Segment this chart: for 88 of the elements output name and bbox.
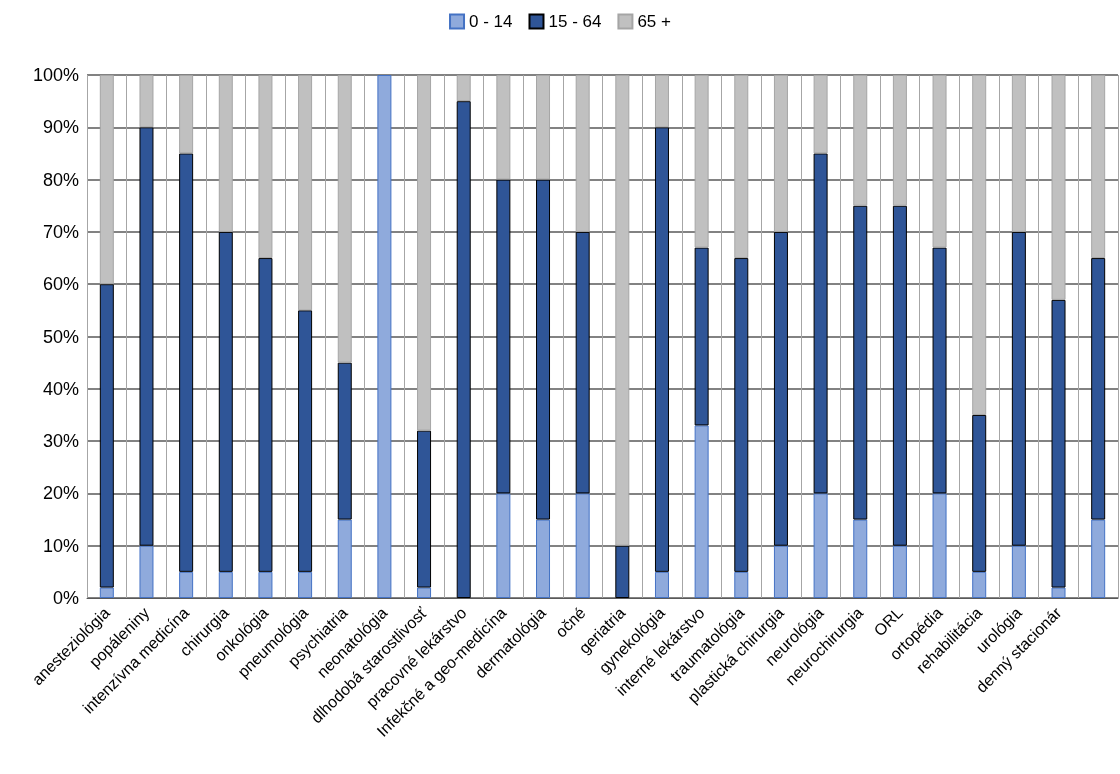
bar [298,75,313,311]
bar [892,205,907,546]
bar [99,75,114,285]
bar [773,231,788,546]
bar [139,127,154,546]
bar [813,153,828,494]
bar [932,493,947,598]
bar [456,101,471,598]
bar [654,571,669,598]
bar [1091,75,1106,259]
y-tick-label: 80% [42,169,79,190]
bar [496,493,511,598]
y-tick-label: 0% [52,588,79,608]
y-tick-label: 40% [42,378,79,399]
bar [773,545,788,598]
bar [258,75,273,259]
bar [773,75,788,232]
bar [417,587,432,598]
bar [615,75,630,546]
bar [694,247,709,426]
bar [654,75,669,128]
bar [734,571,749,598]
legend-label: 0 - 14 [469,12,513,31]
bar [496,75,511,180]
bar [337,75,352,363]
bar [1051,75,1066,300]
bar [575,231,590,494]
bar [1051,299,1066,588]
bar [179,571,194,598]
bar [1011,231,1026,546]
bar [337,362,352,520]
bar [575,493,590,598]
bar [932,247,947,494]
bar [218,231,233,572]
bar [218,571,233,598]
bar [1091,258,1106,520]
bar [218,75,233,232]
bar [813,493,828,598]
bar [298,310,313,572]
bar [813,75,828,154]
bar [1011,545,1026,598]
bar [139,75,154,128]
y-tick-label: 30% [42,431,79,452]
bar [932,75,947,248]
bar [456,75,471,102]
bar [972,414,987,572]
bar [298,571,313,598]
bar [972,571,987,598]
bar [575,75,590,232]
bar [1091,519,1106,598]
bar [853,519,868,598]
bar [734,75,749,259]
bar [417,430,432,588]
bar [536,179,551,520]
bar [853,75,868,206]
y-tick-label: 50% [42,326,79,347]
y-tick-label: 20% [42,483,79,504]
y-tick-label: 70% [42,221,79,242]
y-tick-label: 90% [42,117,79,138]
bar [694,425,709,598]
bar [337,519,352,598]
bar [139,545,154,598]
bar [536,519,551,598]
bar [694,75,709,248]
bar [99,284,114,588]
bar [734,258,749,572]
y-tick-label: 100% [32,65,79,85]
bar [258,258,273,572]
bar [377,75,392,598]
bar [654,127,669,572]
legend-label: 65 + [637,12,672,31]
bar [496,179,511,494]
bar [972,75,987,415]
y-tick-label: 60% [42,274,79,295]
bar [1051,587,1066,598]
bar [853,205,868,520]
bar [417,75,432,431]
y-tick-label: 10% [42,535,79,556]
bar [615,545,630,598]
bar [536,75,551,180]
bar [892,545,907,598]
bar [1011,75,1026,232]
bar [179,75,194,154]
bar [179,153,194,572]
bar [99,587,114,598]
bar [892,75,907,206]
legend-label: 15 - 64 [548,12,602,31]
bar [258,571,273,598]
